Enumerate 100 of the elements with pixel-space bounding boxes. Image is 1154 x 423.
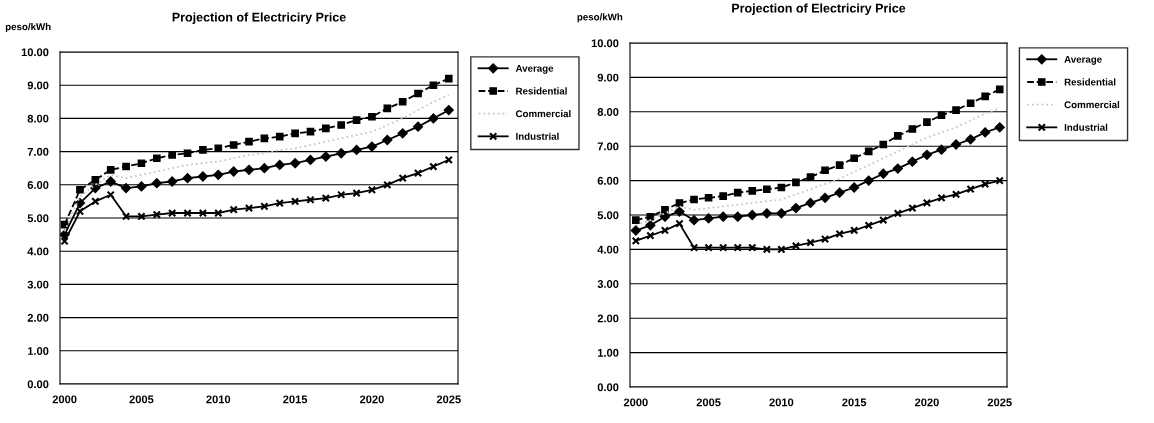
legend-label: Industrial [1064, 123, 1108, 131]
point [863, 175, 874, 186]
point [688, 215, 700, 226]
point [136, 181, 147, 192]
point [732, 211, 743, 222]
point [351, 144, 362, 156]
point [835, 161, 844, 169]
point [981, 92, 989, 101]
point [151, 178, 162, 189]
point [444, 74, 453, 83]
point [763, 185, 771, 194]
y-tick-label: 3.00 [597, 280, 619, 288]
point [443, 104, 454, 116]
point [995, 85, 1004, 94]
point [894, 132, 902, 140]
point [305, 154, 316, 166]
y-tick-label: 5.00 [27, 214, 49, 223]
y-tick-label: 7.00 [597, 142, 619, 151]
point [834, 187, 845, 198]
point [761, 208, 772, 219]
point [921, 149, 933, 160]
point [776, 208, 787, 219]
point [106, 166, 115, 174]
point [352, 116, 361, 124]
point [120, 183, 132, 194]
point [243, 164, 255, 175]
x-tick-label: 2015 [842, 398, 867, 407]
point [275, 198, 284, 208]
point [152, 154, 161, 163]
point [444, 155, 453, 165]
point [645, 220, 656, 231]
chart-title: Projection of Electriciry Price [732, 3, 906, 16]
legend-label: Average [515, 65, 554, 74]
point [122, 162, 130, 171]
point [937, 111, 946, 120]
point [228, 166, 239, 177]
y-tick-label: 9.00 [597, 73, 619, 82]
point [966, 99, 975, 108]
legend-label: Industrial [516, 132, 559, 140]
x-tick-label: 2025 [987, 398, 1012, 407]
point [244, 203, 254, 213]
y-tick-label: 10.00 [21, 48, 49, 57]
point [368, 112, 376, 121]
y-tick-label: 2.00 [597, 314, 619, 323]
point [747, 209, 758, 221]
legend-label: Average [1064, 56, 1102, 65]
point [792, 178, 800, 187]
x-tick-label: 2020 [914, 398, 939, 407]
point [275, 132, 284, 141]
point [428, 113, 439, 124]
y-tick-label: 1.00 [597, 348, 619, 357]
point [413, 169, 423, 178]
point [864, 147, 873, 156]
y-axis-title: peso/kWh [5, 23, 51, 33]
point [879, 140, 888, 149]
point [849, 182, 860, 193]
y-tick-label: 5.00 [597, 211, 619, 220]
x-tick-label: 2005 [129, 395, 154, 404]
point [229, 141, 238, 149]
point [661, 206, 669, 214]
legend-label: Commercial [1064, 101, 1120, 109]
point [821, 166, 829, 175]
point [923, 118, 931, 126]
point [675, 199, 684, 207]
point [907, 156, 918, 167]
y-tick-label: 8.00 [597, 108, 619, 116]
y-tick-label: 0.00 [27, 380, 49, 389]
point [908, 125, 917, 133]
point [631, 236, 640, 245]
point [289, 158, 301, 169]
point [105, 176, 116, 187]
point [245, 137, 253, 146]
point [936, 144, 947, 155]
chart-title: Projection of Electriciry Price [172, 12, 346, 25]
y-tick-label: 8.00 [27, 114, 49, 123]
x-tick-label: 2025 [436, 395, 461, 404]
y-axis-title: peso/kWh [577, 13, 623, 23]
point [632, 216, 640, 224]
point [704, 193, 713, 202]
point [994, 122, 1005, 133]
point [892, 163, 903, 174]
point [412, 121, 424, 132]
point [213, 169, 224, 180]
point [383, 104, 392, 113]
point [74, 197, 86, 209]
point [893, 209, 902, 218]
point [748, 187, 757, 195]
point [76, 185, 84, 194]
point [414, 89, 422, 98]
legend-label: Commercial [515, 110, 571, 118]
point [806, 173, 815, 181]
point [952, 106, 960, 114]
point [718, 211, 729, 222]
point [183, 149, 192, 158]
legend-label: Residential [1064, 78, 1116, 86]
x-tick-label: 2000 [52, 395, 77, 404]
point [322, 124, 330, 133]
point [879, 215, 888, 225]
point [719, 192, 727, 200]
point [321, 193, 331, 203]
